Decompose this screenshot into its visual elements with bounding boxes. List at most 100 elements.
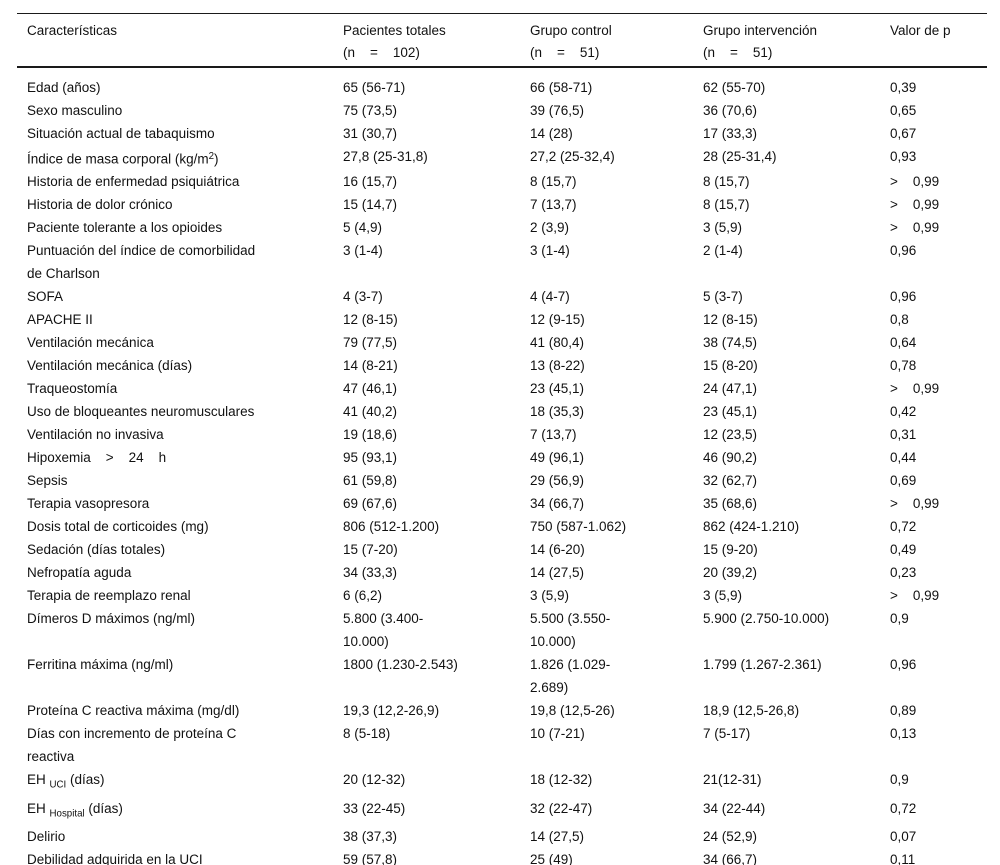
value-cell: 10 (7-21) xyxy=(530,726,585,742)
value-cell: > 0,99 xyxy=(890,174,940,190)
value-cell: 47 (46,1) xyxy=(343,381,398,397)
value-cell: 3 (1-4) xyxy=(530,243,570,259)
value-cell: 0,13 xyxy=(890,726,917,742)
characteristic-label: Dímeros D máximos (ng/ml) xyxy=(27,611,196,627)
value-cell: 0,49 xyxy=(890,542,917,558)
characteristic-label: Ventilación mecánica xyxy=(27,335,154,351)
characteristic-label: Edad (años) xyxy=(27,80,101,95)
value-cell: 0,42 xyxy=(890,404,917,420)
table-row: Ferritina máxima (ng/ml) 1800 (1.230-2.54… xyxy=(17,653,987,699)
table-row: EH UCI (días) 20 (12-32) 18 (12-32) 21(12-3… xyxy=(17,768,987,796)
value-cell: 0,93 xyxy=(890,149,917,164)
value-cell: 32 (22-47) xyxy=(530,800,593,816)
characteristic-label: Sedación (días totales) xyxy=(27,542,166,558)
value-cell: 19,3 (12,2-26,9) xyxy=(343,703,440,719)
value-cell: 15 (14,7) xyxy=(343,197,398,213)
baseline-characteristics-table: Características Pacientes totales (n = 1… xyxy=(17,13,987,865)
column-header-pacientes-totales: Pacientes totales (n = 102) xyxy=(343,13,530,68)
characteristic-label: EH UCI (días) xyxy=(17,768,343,796)
characteristic-label: Puntuación del índice de comorbilidad de… xyxy=(27,243,256,282)
header-row: Características Pacientes totales (n = 1… xyxy=(17,13,987,68)
value-cell: 2 (3,9) xyxy=(530,220,570,236)
value-cell: > 0,99 xyxy=(890,496,940,512)
table-row: Historia de enfermedad psiquiátrica 16 (1… xyxy=(17,170,987,193)
value-cell: 14 (27,5) xyxy=(530,565,585,581)
value-cell: 0,96 xyxy=(890,289,917,305)
characteristic-label: Ferritina máxima (ng/ml) xyxy=(27,657,174,673)
characteristic-label: Hipoxemia > 24 h xyxy=(27,450,167,466)
value-cell: 1800 (1.230-2.543) xyxy=(343,657,458,673)
value-cell: 34 (22-44) xyxy=(703,800,766,816)
value-cell: 23 (45,1) xyxy=(530,381,585,397)
value-cell: 0,8 xyxy=(890,312,909,328)
value-cell: 7 (13,7) xyxy=(530,197,577,213)
value-cell: 66 (58-71) xyxy=(530,80,593,95)
value-cell: 38 (74,5) xyxy=(703,335,758,351)
value-cell: 862 (424-1.210) xyxy=(703,519,800,535)
value-cell: > 0,99 xyxy=(890,588,940,604)
value-cell: 12 (8-15) xyxy=(703,312,758,328)
value-cell: 28 (25-31,4) xyxy=(703,149,777,164)
table-row: Dosis total de corticoides (mg) 806 (512-… xyxy=(17,515,987,538)
value-cell: 5 (4,9) xyxy=(343,220,383,236)
table-row: Puntuación del índice de comorbilidad de… xyxy=(17,239,987,285)
column-header-caracteristicas: Características xyxy=(17,13,343,68)
value-cell: 14 (6-20) xyxy=(530,542,585,558)
value-cell: > 0,99 xyxy=(890,220,940,236)
value-cell: 806 (512-1.200) xyxy=(343,519,440,535)
label-sub-text: UCI xyxy=(49,779,67,791)
value-cell: 69 (67,6) xyxy=(343,496,398,512)
table-row: Terapia de reemplazo renal 6 (6,2) 3 (5,9)… xyxy=(17,584,987,607)
value-cell: 24 (47,1) xyxy=(703,381,758,397)
value-cell: 14 (8-21) xyxy=(343,358,398,374)
value-cell: 5 (3-7) xyxy=(703,289,743,305)
value-cell: 35 (68,6) xyxy=(703,496,758,512)
label-text: EH xyxy=(27,772,50,788)
characteristic-label: Historia de dolor crónico xyxy=(27,197,173,213)
label-text: (días) xyxy=(66,772,105,788)
value-cell: 25 (49) xyxy=(530,852,573,865)
value-cell: 0,9 xyxy=(890,772,909,788)
value-cell: 8 (5-18) xyxy=(343,726,391,742)
table-row: Terapia vasopresora 69 (67,6) 34 (66,7) 35 … xyxy=(17,492,987,515)
value-cell: 27,8 (25-31,8) xyxy=(343,149,428,164)
value-cell: 0,69 xyxy=(890,473,917,489)
value-cell: 31 (30,7) xyxy=(343,126,398,141)
value-cell: 38 (37,3) xyxy=(343,829,398,845)
table-row: EH Hospital (días) 33 (22-45) 32 (22-47) 34… xyxy=(17,797,987,825)
value-cell: 23 (45,1) xyxy=(703,404,758,420)
table-row: SOFA 4 (3-7) 4 (4-7) 5 (3-7) 0,96 xyxy=(17,285,987,308)
value-cell: 95 (93,1) xyxy=(343,450,398,466)
value-cell: 3 (5,9) xyxy=(703,588,743,604)
label-text: Índice de masa corporal (kg/m xyxy=(27,151,209,167)
label-sup-text: 2 xyxy=(208,151,214,162)
value-cell: 36 (70,6) xyxy=(703,103,758,118)
value-cell: 0,65 xyxy=(890,103,917,118)
value-cell: 3 (5,9) xyxy=(530,588,570,604)
value-cell: 5.900 (2.750-10.000) xyxy=(703,611,830,627)
table-row: Uso de bloqueantes neuromusculares 41 (40… xyxy=(17,400,987,423)
table-row: Proteína C reactiva máxima (mg/dl) 19,3 (… xyxy=(17,699,987,722)
value-cell: 0,64 xyxy=(890,335,917,351)
value-cell: 0,72 xyxy=(890,519,917,535)
label-text: (días) xyxy=(84,800,123,816)
value-cell: 65 (56-71) xyxy=(343,80,406,95)
value-cell: 49 (96,1) xyxy=(530,450,585,466)
characteristic-label: Índice de masa corporal (kg/m2) xyxy=(17,145,343,170)
column-header-grupo-intervencion: Grupo intervención (n = 51) xyxy=(703,13,890,68)
characteristic-label: Dosis total de corticoides (mg) xyxy=(27,519,209,535)
value-cell: 0,07 xyxy=(890,829,917,845)
value-cell: 41 (40,2) xyxy=(343,404,398,420)
value-cell: 8 (15,7) xyxy=(703,197,750,213)
value-cell: 24 (52,9) xyxy=(703,829,758,845)
value-cell: 3 (5,9) xyxy=(703,220,743,236)
table-row: Ventilación no invasiva 19 (18,6) 7 (13,7)… xyxy=(17,423,987,446)
value-cell: 18 (12-32) xyxy=(530,772,593,788)
value-cell: 34 (33,3) xyxy=(343,565,398,581)
value-cell: 34 (66,7) xyxy=(530,496,585,512)
value-cell: 75 (73,5) xyxy=(343,103,398,118)
value-cell: 0,67 xyxy=(890,126,917,141)
table-row: Dímeros D máximos (ng/ml) 5.800 (3.400- 1… xyxy=(17,607,987,653)
value-cell: > 0,99 xyxy=(890,197,940,213)
